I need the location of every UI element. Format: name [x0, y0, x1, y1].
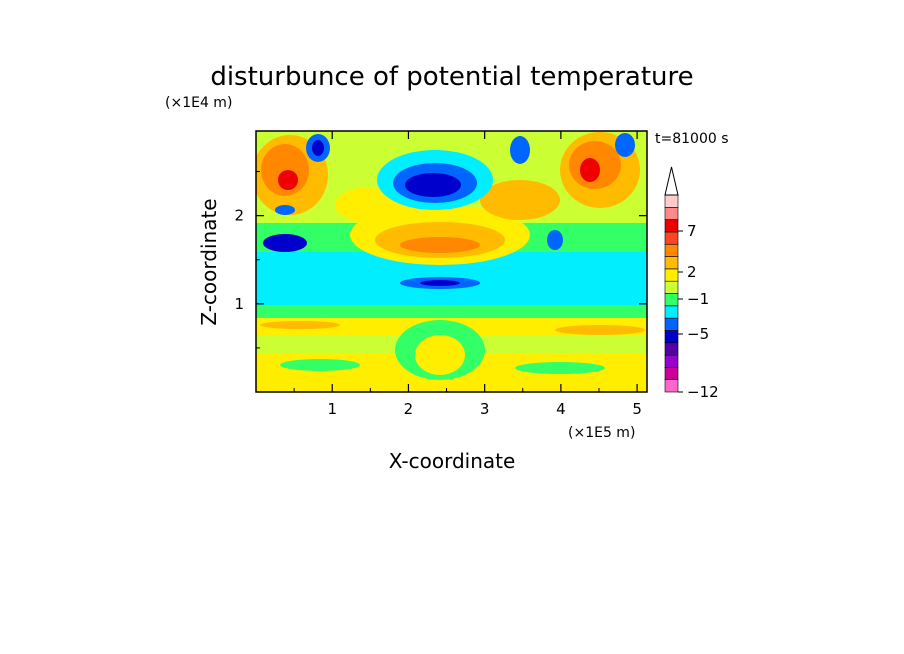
x-tick-label: 3 [480, 400, 490, 418]
colorbar-swatch [664, 354, 679, 368]
colorbar-swatch [664, 268, 679, 282]
plot-frame [255, 130, 648, 393]
heatmap-field [256, 131, 647, 392]
colorbar-swatch [664, 194, 679, 208]
y-unit-label: (×1E4 m) [165, 95, 232, 111]
colorbar-swatch [664, 330, 679, 344]
y-axis: 12 [234, 171, 647, 349]
colorbar-label: 2 [687, 263, 697, 281]
x-unit-label: (×1E5 m) [568, 425, 635, 441]
colorbar-extend-arrow [664, 166, 679, 196]
colorbar-swatch [664, 207, 679, 220]
colorbar-swatch [664, 379, 679, 393]
colorbar-swatch [664, 293, 679, 307]
colorbar-swatch [664, 231, 679, 245]
colorbar-swatch [664, 342, 679, 356]
colorbar-swatch [664, 280, 679, 294]
y-tick-label: 2 [234, 207, 244, 225]
colorbar-label: 7 [687, 222, 697, 240]
x-axis-label: X-coordinate [389, 449, 516, 473]
colorbar-label: −12 [687, 383, 719, 401]
time-label: t=81000 s [655, 131, 729, 147]
x-tick-label: 5 [632, 400, 642, 418]
colorbar-swatch [664, 243, 679, 257]
y-axis-label: Z-coordinate [197, 198, 221, 325]
x-tick-label: 2 [404, 400, 414, 418]
colorbar-label: −1 [687, 290, 709, 308]
colorbar-swatch [664, 367, 679, 380]
colorbar: 7 2 −1 −5 −12 [664, 166, 719, 401]
chart-title: disturbunce of potential temperature [210, 62, 693, 92]
colorbar-swatch [664, 305, 679, 319]
x-tick-label: 1 [327, 400, 337, 418]
colorbar-label: −5 [687, 325, 709, 343]
colorbar-swatch [664, 317, 679, 331]
colorbar-swatch [664, 256, 679, 270]
colorbar-swatch [664, 219, 679, 233]
y-tick-label: 1 [234, 295, 244, 313]
x-axis: 1 2 3 4 5 [293, 131, 642, 418]
x-tick-label: 4 [556, 400, 566, 418]
